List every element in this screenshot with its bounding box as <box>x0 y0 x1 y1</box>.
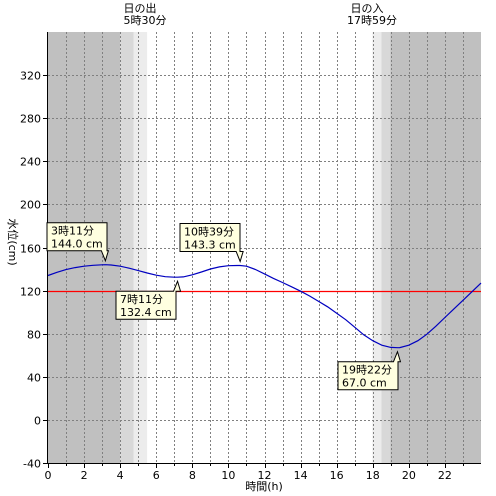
y-tick-label: 40 <box>27 372 41 385</box>
y-axis-title: 水位(cm) <box>6 218 20 265</box>
y-tick-label: 240 <box>20 156 41 169</box>
sunrise-time: 5時30分 <box>124 14 167 27</box>
tide-callout-time: 3時11分 <box>51 225 94 238</box>
tide-callout-time: 10時39分 <box>184 225 234 238</box>
y-tick-label: 80 <box>27 329 41 342</box>
y-tick-label: 200 <box>20 199 41 212</box>
x-tick-label: 10 <box>221 469 235 482</box>
tide-callout-time: 19時22分 <box>342 364 392 377</box>
x-axis-title: 時間(h) <box>245 480 283 493</box>
x-tick-label: 8 <box>189 469 196 482</box>
x-tick-label: 12 <box>258 469 272 482</box>
tide-callout-box <box>179 222 244 264</box>
y-tick-label: 120 <box>20 286 41 299</box>
twilight-band <box>133 32 148 463</box>
x-tick-label: 14 <box>294 469 308 482</box>
y-tick-label: 160 <box>20 243 41 256</box>
y-tick-label: 320 <box>20 70 41 83</box>
night-band <box>390 32 481 463</box>
tide-callout-box <box>337 350 402 391</box>
tide-callout-time: 7時11分 <box>120 293 163 306</box>
y-tick-label: 280 <box>20 113 41 126</box>
twilight-band <box>381 32 391 463</box>
tide-callout-value: 67.0 cm <box>342 377 387 390</box>
x-tick-label: 2 <box>81 469 88 482</box>
twilight-band <box>372 32 382 463</box>
tide-callout-value: 144.0 cm <box>51 238 103 251</box>
y-tick-label: -40 <box>23 458 41 471</box>
y-tick-label: 0 <box>34 415 41 428</box>
x-tick-label: 4 <box>117 469 124 482</box>
x-tick-label: 20 <box>402 469 416 482</box>
tide-callout-value: 132.4 cm <box>120 306 172 319</box>
x-tick-label: 22 <box>438 469 452 482</box>
x-tick-label: 6 <box>153 469 160 482</box>
x-tick-label: 0 <box>45 469 52 482</box>
tide-callout-value: 143.3 cm <box>184 238 236 251</box>
twilight-band <box>120 32 134 463</box>
tide-series-line <box>47 264 482 349</box>
sunset-time: 17時59分 <box>347 14 397 27</box>
sunrise-title: 日の出 <box>124 1 157 15</box>
tide-callout-box <box>115 279 182 320</box>
x-tick-label: 18 <box>366 469 380 482</box>
tide-callout-box <box>46 222 110 263</box>
sunset-title: 日の入 <box>351 2 384 15</box>
x-tick-label: 16 <box>330 469 344 482</box>
